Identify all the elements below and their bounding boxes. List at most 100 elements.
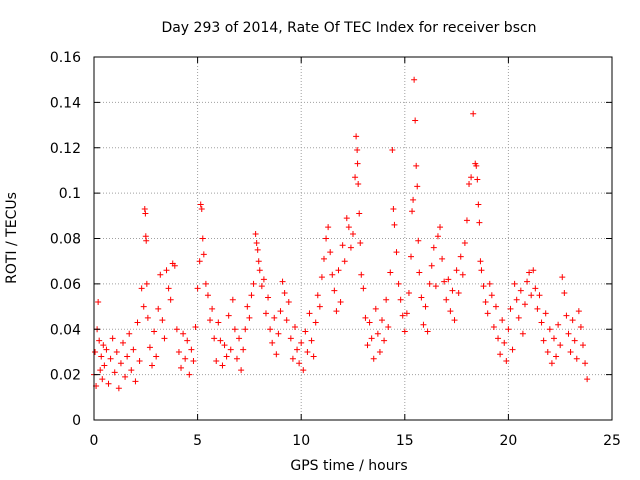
data-point <box>188 346 195 353</box>
data-point <box>186 371 193 378</box>
data-point <box>561 289 568 296</box>
data-point <box>289 355 296 362</box>
data-point <box>555 321 562 328</box>
data-point <box>197 201 204 208</box>
data-point <box>519 330 526 337</box>
x-tick-label: 10 <box>292 433 310 449</box>
data-point <box>115 385 122 392</box>
data-point <box>236 335 243 342</box>
data-point <box>138 285 145 292</box>
data-point <box>273 351 280 358</box>
data-point <box>153 353 160 360</box>
data-point <box>256 267 263 274</box>
data-point <box>379 317 386 324</box>
data-point <box>368 335 375 342</box>
y-tick-label: 0.04 <box>50 322 81 338</box>
data-point <box>141 206 148 213</box>
data-point <box>401 328 408 335</box>
data-point <box>194 285 201 292</box>
data-point <box>314 292 321 299</box>
data-point <box>530 267 537 274</box>
x-axis-label: GPS time / hours <box>290 458 407 474</box>
data-point <box>385 323 392 330</box>
y-axis-label: ROTI / TECUs <box>4 192 20 284</box>
data-point <box>279 278 286 285</box>
data-point <box>434 233 441 240</box>
data-point <box>262 310 269 317</box>
data-point <box>128 367 135 374</box>
data-point <box>353 133 360 140</box>
data-point <box>553 353 560 360</box>
data-point <box>343 215 350 222</box>
data-point <box>306 310 313 317</box>
data-point <box>151 328 158 335</box>
data-point <box>484 310 491 317</box>
data-point <box>95 299 102 306</box>
data-point <box>486 280 493 287</box>
data-point <box>356 210 363 217</box>
data-point <box>492 303 499 310</box>
x-tick-label: 5 <box>193 433 202 449</box>
data-point <box>430 244 437 251</box>
data-point <box>167 296 174 303</box>
y-tick-label: 0.1 <box>59 186 81 202</box>
data-point <box>355 181 362 188</box>
data-point <box>113 348 120 355</box>
data-point <box>182 355 189 362</box>
data-point <box>323 235 330 242</box>
data-point <box>271 314 278 321</box>
data-point <box>281 289 288 296</box>
data-point <box>550 335 557 342</box>
data-point <box>143 237 150 244</box>
data-point <box>488 292 495 299</box>
data-point <box>370 355 377 362</box>
data-point <box>157 271 164 278</box>
data-point <box>422 303 429 310</box>
data-point <box>354 147 361 154</box>
data-point <box>254 246 261 253</box>
data-point <box>509 346 516 353</box>
data-point <box>468 174 475 181</box>
chart-title: Day 293 of 2014, Rate Of TEC Index for r… <box>161 20 536 36</box>
data-point <box>542 310 549 317</box>
data-point <box>420 321 427 328</box>
data-point <box>144 314 151 321</box>
data-point <box>534 305 541 312</box>
data-point <box>575 308 582 315</box>
data-point <box>255 258 262 265</box>
data-point <box>161 335 168 342</box>
data-point <box>381 337 388 344</box>
data-point <box>117 360 124 367</box>
data-point <box>175 348 182 355</box>
data-points <box>91 76 591 392</box>
data-point <box>357 240 364 247</box>
data-point <box>449 287 456 294</box>
data-point <box>248 292 255 299</box>
data-point <box>171 262 178 269</box>
data-point <box>200 251 207 258</box>
data-point <box>445 276 452 283</box>
data-point <box>526 269 533 276</box>
data-point <box>163 267 170 274</box>
data-point <box>92 348 99 355</box>
data-point <box>383 296 390 303</box>
data-point <box>515 314 522 321</box>
data-point <box>97 367 104 374</box>
data-point <box>308 337 315 344</box>
data-point <box>146 344 153 351</box>
data-point <box>253 240 260 247</box>
data-point <box>143 280 150 287</box>
data-point <box>360 285 367 292</box>
data-point <box>559 274 566 281</box>
data-point <box>415 237 422 244</box>
data-point <box>573 355 580 362</box>
data-point <box>582 360 589 367</box>
y-tick-label: 0.08 <box>50 232 81 248</box>
data-point <box>298 339 305 346</box>
data-point <box>418 294 425 301</box>
data-point <box>428 262 435 269</box>
data-point <box>302 328 309 335</box>
data-point <box>567 348 574 355</box>
data-point <box>410 196 417 203</box>
